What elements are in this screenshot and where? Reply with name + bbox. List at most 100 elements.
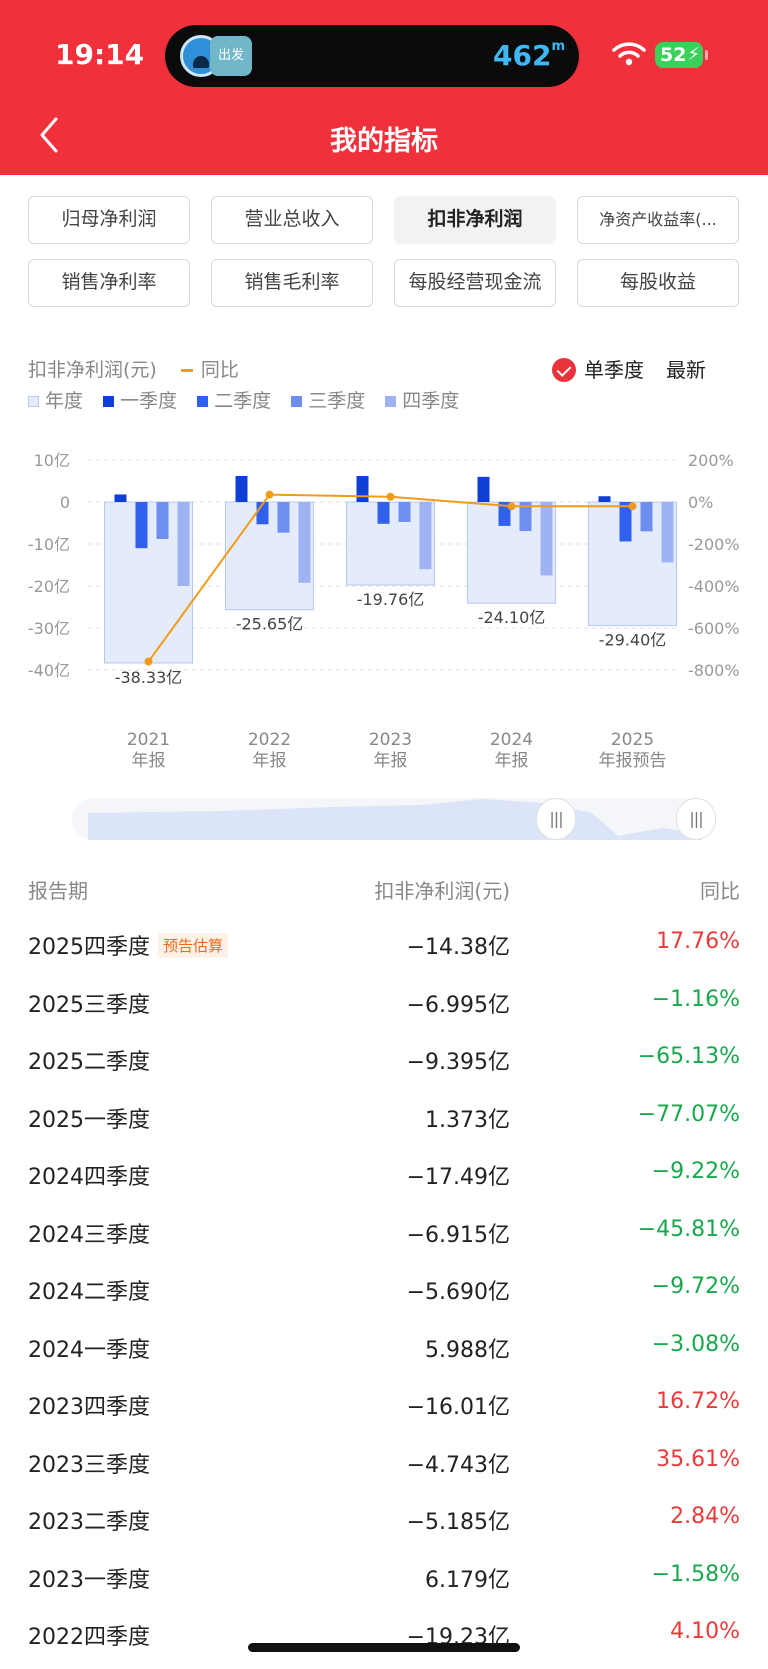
legend-yoy[interactable]: 同比 xyxy=(180,355,239,382)
tab-parent-net-profit[interactable]: 归母净利润 xyxy=(28,196,190,244)
checkmark-icon xyxy=(552,357,576,382)
square-swatch-icon xyxy=(291,396,303,407)
row-period: 2025一季度 xyxy=(28,1102,150,1134)
yoy-point xyxy=(144,657,153,666)
table-row[interactable]: 2025一季度 1.373亿 −77.07% xyxy=(28,1098,740,1156)
tab-gross-margin[interactable]: 销售毛利率 xyxy=(211,259,373,307)
quarter-bar xyxy=(298,502,311,583)
latest-button[interactable]: 最新 xyxy=(666,358,706,382)
row-yoy: −65.13% xyxy=(637,1044,740,1069)
x-category-type: 年报 xyxy=(374,751,408,771)
tab-net-margin[interactable]: 销售净利率 xyxy=(28,259,190,307)
x-category-type: 年报 xyxy=(132,751,166,771)
row-value: −16.01亿 xyxy=(406,1395,510,1420)
data-table: 2025四季度 预告估算 −14.38亿 17.76% 2025三季度 −6.995亿 −1… xyxy=(28,925,740,1669)
quarter-bar xyxy=(598,496,611,502)
quarter-bar xyxy=(156,502,169,539)
tab-total-revenue[interactable]: 营业总收入 xyxy=(211,196,373,244)
header-value: 扣非净利润(元) xyxy=(374,879,510,903)
tab-eps[interactable]: 每股收益 xyxy=(577,259,739,307)
table-header: 报告期 扣非净利润(元) 同比 xyxy=(28,875,740,905)
row-period: 2024四季度 xyxy=(28,1159,150,1191)
table-row[interactable]: 2023四季度 −16.01亿 16.72% xyxy=(28,1385,740,1443)
table-row[interactable]: 2025四季度 预告估算 −14.38亿 17.76% xyxy=(28,925,740,983)
yoy-point xyxy=(265,490,274,499)
x-category-year: 2023 xyxy=(369,730,412,750)
table-row[interactable]: 2025三季度 −6.995亿 −1.16% xyxy=(28,983,740,1041)
row-yoy: 2.84% xyxy=(670,1504,740,1529)
row-value: 1.373亿 xyxy=(425,1107,510,1133)
row-yoy: 16.72% xyxy=(656,1389,740,1414)
quarter-bar xyxy=(177,502,190,586)
annual-data-label: -25.65亿 xyxy=(236,615,304,634)
row-period-label: 2025四季度 xyxy=(28,935,150,960)
square-swatch-icon xyxy=(28,396,39,407)
row-period-label: 2024一季度 xyxy=(28,1337,150,1363)
legend-q3[interactable]: 三季度 xyxy=(291,386,365,413)
table-row[interactable]: 2024四季度 −17.49亿 −9.22% xyxy=(28,1155,740,1213)
table-row[interactable]: 2024三季度 −6.915亿 −45.81% xyxy=(28,1213,740,1271)
dynamic-island[interactable]: 出发 462m xyxy=(165,25,579,87)
row-period: 2024一季度 xyxy=(28,1332,150,1364)
row-yoy: −45.81% xyxy=(637,1216,740,1242)
page-title: 我的指标 xyxy=(330,126,438,157)
quarter-bar xyxy=(498,502,511,526)
row-period: 2024三季度 xyxy=(28,1217,150,1249)
x-category-year: 2024 xyxy=(490,730,533,750)
y-left-tick-label: 10亿 xyxy=(34,451,70,470)
legend-q2[interactable]: 二季度 xyxy=(197,386,271,413)
row-period-label: 2025一季度 xyxy=(28,1107,150,1133)
quarter-bar xyxy=(640,502,653,532)
row-period-label: 2024三季度 xyxy=(28,1222,150,1248)
slider-right-handle[interactable]: ||| xyxy=(676,798,716,840)
back-arrow-icon[interactable] xyxy=(36,115,60,155)
tab-deducted-net-profit[interactable]: 扣非净利润 xyxy=(394,196,556,244)
legend-metric-row: 扣非净利润(元) 同比 xyxy=(28,355,239,382)
legend-q4[interactable]: 四季度 xyxy=(385,386,459,413)
quarter-bar xyxy=(235,475,248,502)
slider-left-handle[interactable]: ||| xyxy=(536,798,576,840)
square-swatch-icon xyxy=(385,396,397,407)
row-period-label: 2023四季度 xyxy=(28,1395,150,1420)
row-yoy: 4.10% xyxy=(670,1619,740,1644)
x-category-year: 2021 xyxy=(127,730,170,750)
table-row[interactable]: 2024二季度 −5.690亿 −9.72% xyxy=(28,1270,740,1328)
table-row[interactable]: 2022四季度 −19.23亿 4.10% xyxy=(28,1615,740,1669)
distance-value: 462 xyxy=(493,39,552,72)
legend-annual[interactable]: 年度 xyxy=(28,386,83,413)
table-row[interactable]: 2023一季度 6.179亿 −1.58% xyxy=(28,1558,740,1616)
table-row[interactable]: 2023二季度 −5.185亿 2.84% xyxy=(28,1500,740,1558)
table-row[interactable]: 2024一季度 5.988亿 −3.08% xyxy=(28,1328,740,1386)
legend-q1[interactable]: 一季度 xyxy=(103,386,177,413)
single-quarter-toggle[interactable]: 单季度 xyxy=(552,354,644,384)
range-slider[interactable]: ||| ||| xyxy=(72,798,716,840)
row-period: 2025三季度 xyxy=(28,987,150,1019)
legend-annual-label: 年度 xyxy=(45,390,84,412)
row-yoy: −9.22% xyxy=(651,1159,740,1184)
quarter-bar xyxy=(540,502,553,576)
home-indicator[interactable] xyxy=(248,1643,520,1652)
table-row[interactable]: 2025二季度 −9.395亿 −65.13% xyxy=(28,1040,740,1098)
legend-metric: 扣非净利润(元) xyxy=(28,359,157,381)
tab-operating-cashflow-per-share[interactable]: 每股经营现金流 xyxy=(394,259,556,307)
x-category-type: 年报 xyxy=(253,751,287,771)
row-yoy: −1.58% xyxy=(651,1561,740,1587)
row-yoy: −1.16% xyxy=(651,986,740,1012)
y-right-tick-label: -200% xyxy=(688,535,740,554)
annual-data-label: -29.40亿 xyxy=(599,630,667,649)
row-period-label: 2022四季度 xyxy=(28,1625,150,1650)
tab-roe[interactable]: 净资产收益率(... xyxy=(577,196,739,244)
annual-data-label: -38.33亿 xyxy=(115,668,183,687)
row-value: −6.915亿 xyxy=(406,1222,510,1248)
table-row[interactable]: 2023三季度 −4.743亿 35.61% xyxy=(28,1443,740,1501)
metric-tabs: 归母净利润 营业总收入 扣非净利润 净资产收益率(... 销售净利率 销售毛利率… xyxy=(28,196,740,307)
header-yoy: 同比 xyxy=(700,879,740,903)
annual-data-label: -19.76亿 xyxy=(357,590,425,609)
quarter-bar xyxy=(519,502,532,532)
profit-chart[interactable]: 10亿 0 -10亿 -20亿 -30亿 -40亿 200% 0% -200% -400% -600… xyxy=(0,440,768,780)
single-quarter-label: 单季度 xyxy=(584,358,644,382)
row-value: −9.395亿 xyxy=(406,1050,510,1075)
yoy-point xyxy=(628,502,637,511)
row-yoy: 17.76% xyxy=(656,929,740,954)
row-value: −14.38亿 xyxy=(406,935,510,960)
